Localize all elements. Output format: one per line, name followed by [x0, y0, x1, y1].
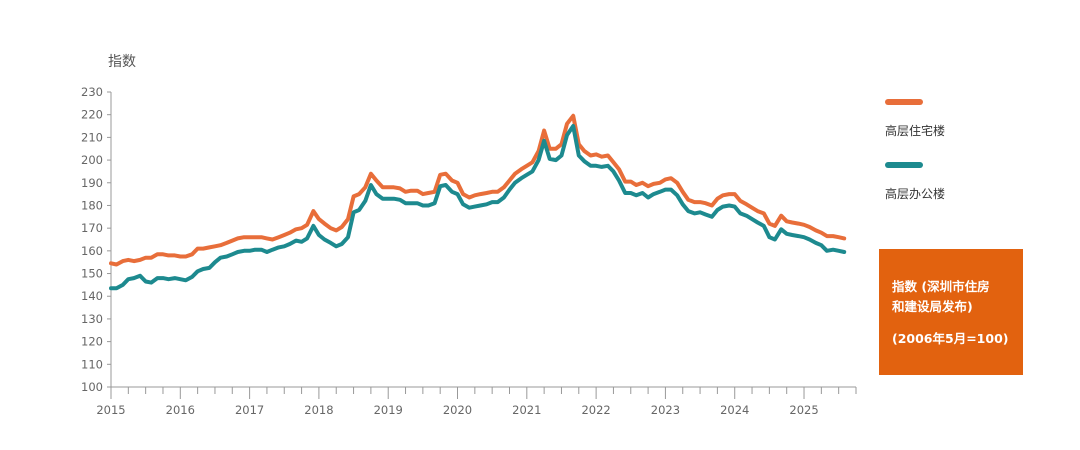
x-axis: 2015 2016 2017 2018 2019 2020 2021 2022 2023 2024…: [96, 386, 857, 417]
y-tick-label: 190: [81, 176, 103, 190]
x-tick-label: 2015: [96, 403, 125, 417]
series-line-office: [109, 124, 847, 291]
y-tick-label: 230: [81, 85, 103, 99]
legend-label-residential: 高层住宅楼: [885, 124, 946, 138]
x-tick-label: 2016: [166, 403, 195, 417]
x-tick-label: 2023: [651, 403, 680, 417]
x-tick-label: 2022: [581, 403, 610, 417]
x-tick-label: 2025: [789, 403, 818, 417]
source-note-box: 指数 (深圳市住房 和建设局发布) (2006年5月=100): [879, 249, 1023, 375]
y-axis-title: 指数: [108, 54, 136, 70]
y-tick-label: 100: [81, 380, 103, 394]
y-tick-label: 220: [81, 108, 103, 122]
series-line-residential: [109, 113, 847, 267]
plot-area: [109, 113, 847, 291]
y-tick-label: 170: [81, 221, 103, 235]
y-tick-label: 210: [81, 130, 103, 144]
y-tick-label: 120: [81, 335, 103, 349]
note-line-2: 和建设局发布): [892, 299, 973, 314]
x-tick-label: 2017: [235, 403, 264, 417]
y-tick-label: 140: [81, 289, 103, 303]
y-tick-label: 130: [81, 312, 103, 326]
x-tick-label: 2024: [720, 403, 749, 417]
y-axis: 100 110 120 130 140 150 160 170 180 190 200 210 220 2…: [81, 85, 112, 394]
legend-swatch-residential: [885, 99, 923, 105]
y-tick-label: 180: [81, 198, 103, 212]
y-tick-label: 160: [81, 244, 103, 258]
x-tick-label: 2019: [374, 403, 403, 417]
y-tick-label: 200: [81, 153, 103, 167]
legend-label-office: 高层办公楼: [885, 187, 946, 201]
x-tick-label: 2018: [304, 403, 333, 417]
legend-swatch-office: [885, 162, 923, 168]
x-tick-label: 2020: [443, 403, 472, 417]
y-tick-label: 110: [81, 357, 103, 371]
note-line-3: (2006年5月=100): [892, 331, 1009, 346]
x-tick-label: 2021: [512, 403, 541, 417]
note-line-1: 指数 (深圳市住房: [892, 279, 990, 294]
y-tick-label: 150: [81, 267, 103, 281]
